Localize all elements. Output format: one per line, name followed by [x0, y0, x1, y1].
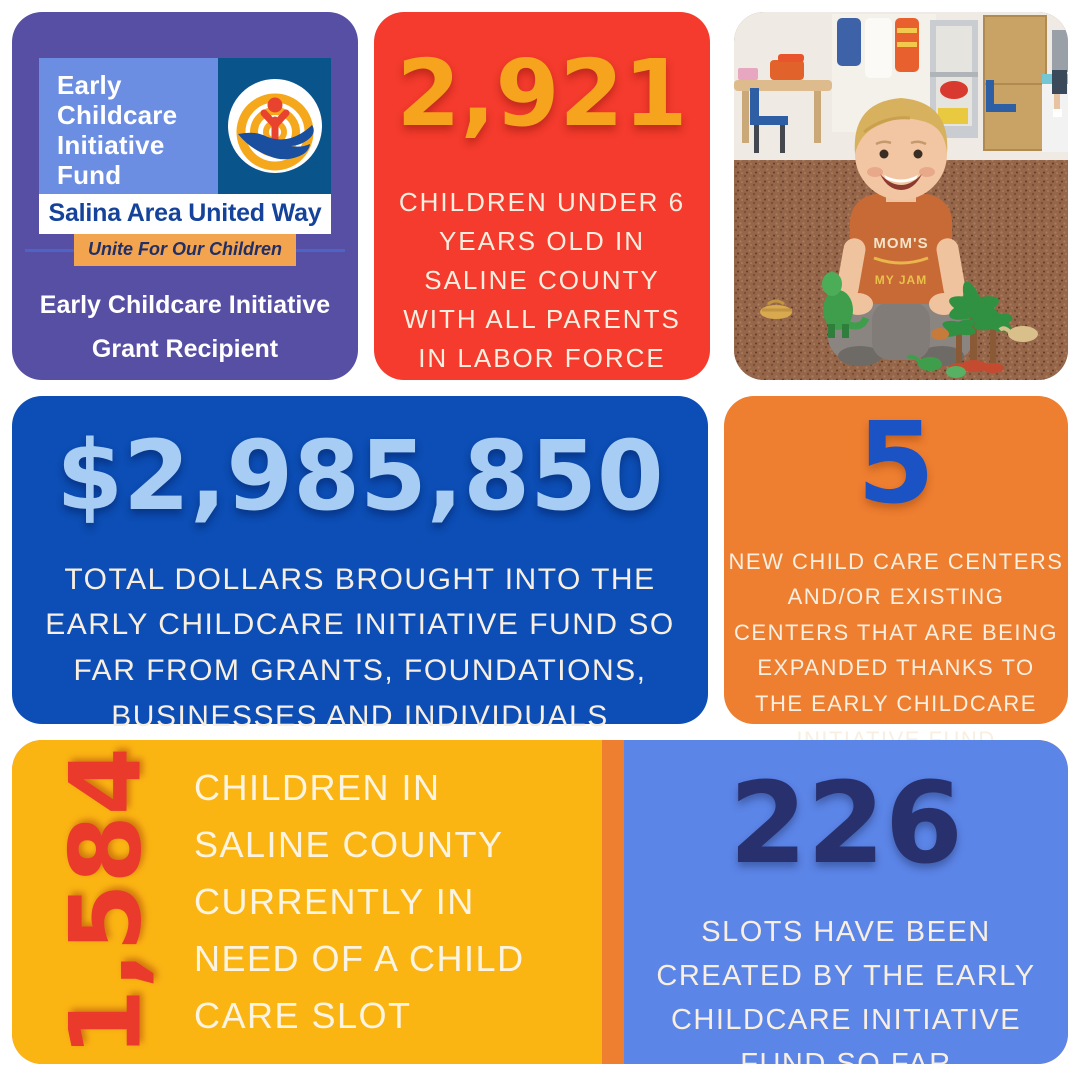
stat-value-rotated: 1,584	[49, 747, 164, 1057]
caption-line: AND/OR EXISTING	[787, 584, 1005, 610]
caption-line: FAR FROM GRANTS, FOUNDATIONS,	[73, 653, 647, 687]
bottom-stats-band: 1,584 CHILDREN IN SALINE COUNTY CURRENTL…	[12, 740, 1068, 1064]
caption-line: EARLY CHILDCARE INITIATIVE FUND SO	[45, 608, 675, 642]
tagline-row: Unite For Our Children	[25, 234, 345, 268]
green-trex-toy	[822, 272, 870, 338]
caption-line: CHILDREN IN	[194, 766, 441, 808]
caption-line: SALINE COUNTY	[424, 264, 660, 295]
caption-line: TOTAL DOLLARS BROUGHT INTO THE	[64, 562, 656, 596]
stat-value: 226	[729, 759, 963, 889]
caption-line: NEED OF A CHILD	[194, 937, 525, 979]
tagline: Unite For Our Children	[73, 234, 297, 266]
caption-line: CHILDCARE INITIATIVE	[670, 1003, 1022, 1036]
salina-united-way-logo: Early Childcare Initiative Fund	[25, 58, 345, 268]
caption-line: IN LABOR FORCE	[418, 342, 666, 373]
toddler-dinosaurs-photo-illustration: MOM'S MY JAM	[734, 12, 1068, 380]
stat-caption: SLOTS HAVE BEEN CREATED BY THE EARLY CHI…	[656, 910, 1035, 1064]
logo-top: Early Childcare Initiative Fund	[39, 58, 331, 194]
caption-line: CURRENTLY IN	[194, 880, 475, 922]
caption-line: CREATED BY THE EARLY	[656, 959, 1036, 992]
orange-divider-strip	[602, 740, 624, 1064]
caption-line: CENTERS THAT ARE BEING	[734, 619, 1058, 645]
shirt-text-line1: MOM'S	[873, 235, 928, 252]
stat-card-children-under-6: 2,921 CHILDREN UNDER 6 YEARS OLD IN SALI…	[374, 12, 710, 380]
stat-caption: TOTAL DOLLARS BROUGHT INTO THE EARLY CHI…	[45, 557, 674, 739]
caption-line: EXPANDED THANKS TO	[757, 655, 1035, 681]
fund-title-line: Fund	[57, 159, 122, 190]
caption-line: FUND SO FAR	[740, 1047, 952, 1064]
stat-card-new-centers: 5 NEW CHILD CARE CENTERS AND/OR EXISTING…	[724, 396, 1068, 752]
caption-line: WITH ALL PARENTS	[403, 303, 681, 334]
fund-title-line: Initiative	[57, 129, 165, 160]
stat-card-slots-created: 226 SLOTS HAVE BEEN CREATED BY THE EARLY…	[624, 740, 1068, 1064]
classroom-photo: MOM'S MY JAM	[734, 12, 1068, 380]
united-way-mark-panel: ®	[218, 58, 331, 194]
org-name: Salina Area United Way	[39, 194, 331, 234]
caption-line: CARE SLOT	[194, 994, 412, 1036]
fund-title-line: Early	[57, 70, 122, 100]
united-way-icon: ®	[227, 79, 322, 173]
caption-line: NEW CHILD CARE CENTERS	[728, 548, 1064, 574]
caption-line: THE EARLY CHILDCARE	[755, 691, 1037, 717]
stat-card-children-in-need: 1,584 CHILDREN IN SALINE COUNTY CURRENTL…	[12, 740, 602, 1064]
caption-line: SALINE COUNTY	[194, 823, 504, 865]
grant-recipient-label: Early Childcare Initiative Grant Recipie…	[12, 284, 358, 372]
stat-value: 5	[857, 399, 935, 529]
stat-value: 2,921	[396, 40, 688, 147]
stat-caption: CHILDREN UNDER 6 YEARS OLD IN SALINE COU…	[399, 183, 685, 378]
stat-caption: NEW CHILD CARE CENTERS AND/OR EXISTING C…	[729, 544, 1064, 758]
registered-mark: ®	[311, 161, 319, 172]
shirt-text-line2: MY JAM	[875, 273, 927, 287]
stat-value: $2,985,850	[56, 420, 664, 532]
stat-caption: CHILDREN IN SALINE COUNTY CURRENTLY IN N…	[194, 760, 525, 1044]
caption-line: SLOTS HAVE BEEN	[701, 915, 991, 948]
fund-title: Early Childcare Initiative Fund	[39, 58, 218, 194]
fund-title-line: Childcare	[57, 99, 178, 130]
stat-card-total-dollars: $2,985,850 TOTAL DOLLARS BROUGHT INTO TH…	[12, 396, 708, 733]
recipient-line: Grant Recipient	[91, 334, 279, 363]
caption-line: YEARS OLD IN	[438, 225, 646, 256]
caption-line: BUSINESSES AND INDIVIDUALS	[111, 699, 609, 733]
grant-recipient-card: Early Childcare Initiative Fund	[12, 12, 358, 380]
recipient-line: Early Childcare Initiative	[39, 291, 331, 319]
caption-line: CHILDREN UNDER 6	[398, 186, 686, 217]
